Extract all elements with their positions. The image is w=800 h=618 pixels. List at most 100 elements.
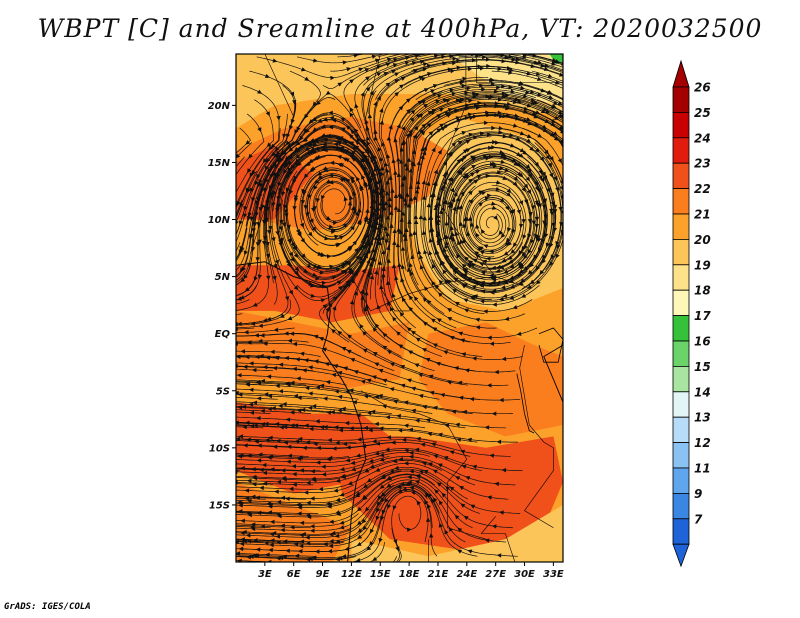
streamline-arrow	[449, 486, 455, 491]
streamline-arrow	[506, 188, 512, 193]
streamline-arrow	[452, 56, 457, 61]
lon-tick-label: 30E	[514, 569, 535, 580]
streamline-arrow	[400, 182, 405, 187]
streamline-arrow	[414, 447, 420, 452]
streamline-arrow	[468, 198, 474, 204]
streamline-arrow	[389, 306, 394, 312]
streamline-arrow	[361, 244, 366, 250]
streamline-arrow	[501, 58, 507, 64]
streamline-arrow	[373, 129, 378, 134]
streamline-arrow	[299, 520, 305, 526]
streamline-arrow	[297, 503, 303, 508]
streamline-arrow	[263, 187, 268, 193]
streamline-arrow	[499, 296, 504, 302]
streamline-arrow	[515, 56, 521, 62]
streamline-33	[236, 486, 428, 552]
streamline-arrow	[471, 58, 477, 63]
streamline-arrow	[549, 208, 554, 214]
streamline-arrow	[471, 285, 477, 290]
streamline-arrow	[432, 405, 438, 411]
streamline-arrow	[409, 469, 414, 474]
streamline-arrow	[408, 454, 414, 459]
streamline-arrow	[379, 284, 384, 290]
streamline-197	[301, 169, 360, 238]
streamline-arrow	[310, 469, 315, 474]
streamline-arrow	[435, 220, 441, 225]
streamline-146	[420, 122, 540, 306]
streamline-arrow	[501, 94, 507, 99]
streamline-arrow	[360, 379, 366, 385]
streamline-arrow	[236, 237, 237, 243]
streamline-arrow	[427, 110, 433, 115]
streamline-arrow	[399, 311, 405, 317]
streamline-arrow	[456, 58, 461, 63]
colorbar-swatch-14	[672, 391, 690, 418]
streamline-arrow	[489, 290, 495, 295]
streamline-arrow	[491, 145, 496, 150]
streamline-273	[498, 56, 563, 72]
streamline-arrow	[299, 351, 305, 356]
streamline-arrow	[470, 155, 476, 160]
streamline-arrow	[284, 331, 289, 336]
streamline-arrow	[557, 158, 562, 164]
streamline-arrow	[357, 220, 362, 226]
streamline-arrow	[409, 485, 415, 491]
streamline-arrow	[367, 181, 372, 187]
lat-tick-label: 10N	[208, 215, 231, 226]
streamline-arrow	[317, 118, 323, 123]
streamline-arrow	[406, 108, 411, 114]
streamline-arrow	[408, 306, 414, 312]
streamline-arrow	[259, 353, 264, 359]
streamline-arrow	[380, 197, 385, 203]
streamline-arrow	[422, 215, 427, 221]
streamline-arrow	[421, 123, 427, 129]
streamline-arrow	[310, 524, 315, 529]
streamline-arrow	[366, 478, 372, 483]
streamline-arrow	[547, 162, 552, 168]
streamline-arrow	[499, 397, 504, 403]
streamline-arrow	[274, 259, 279, 265]
streamline-arrow	[389, 387, 395, 392]
streamline-arrow	[335, 478, 341, 483]
streamline-arrow	[374, 58, 380, 63]
streamline-arrow	[394, 275, 399, 281]
streamline-arrow	[490, 280, 496, 285]
lon-tick-label: 24E	[456, 569, 477, 580]
streamline-arrow	[521, 219, 526, 224]
streamline-69	[236, 416, 426, 429]
streamline-arrow	[399, 481, 405, 486]
streamline-arrow	[423, 103, 429, 109]
streamline-arrow	[350, 358, 356, 363]
streamline-arrow	[383, 225, 388, 231]
streamline-arrow	[404, 166, 410, 171]
streamline-arrow	[527, 233, 532, 239]
colorbar-swatch-20	[672, 238, 690, 266]
streamline-168	[438, 147, 553, 290]
streamline-arrow	[374, 421, 379, 427]
streamline-arrow	[299, 539, 305, 544]
streamline-arrow	[414, 125, 419, 131]
lat-tick-label: EQ	[215, 329, 231, 340]
streamline-arrow	[336, 280, 342, 285]
streamline-arrow	[339, 520, 345, 525]
streamline-arrow	[315, 460, 321, 465]
streamline-arrow	[496, 169, 502, 175]
streamline-arrow	[290, 423, 295, 428]
streamline-arrow	[407, 474, 412, 480]
streamline-arrow	[313, 58, 318, 63]
streamline-39	[236, 484, 395, 536]
streamline-arrow	[369, 464, 375, 469]
streamline-arrow	[528, 172, 533, 178]
coastline-east-africa	[543, 344, 563, 403]
streamline-arrow	[257, 274, 263, 280]
streamline-arrow	[536, 188, 541, 194]
streamline-arrow	[237, 373, 242, 378]
streamline-arrow	[250, 526, 256, 532]
streamline-arrow	[327, 438, 332, 443]
streamline-arrow	[363, 165, 368, 171]
colorbar-swatch-18	[672, 289, 690, 317]
streamline-arrow	[308, 365, 313, 370]
streamline-arrow	[376, 72, 382, 77]
streamline-arrow	[370, 247, 375, 253]
streamline-arrow	[254, 333, 259, 338]
